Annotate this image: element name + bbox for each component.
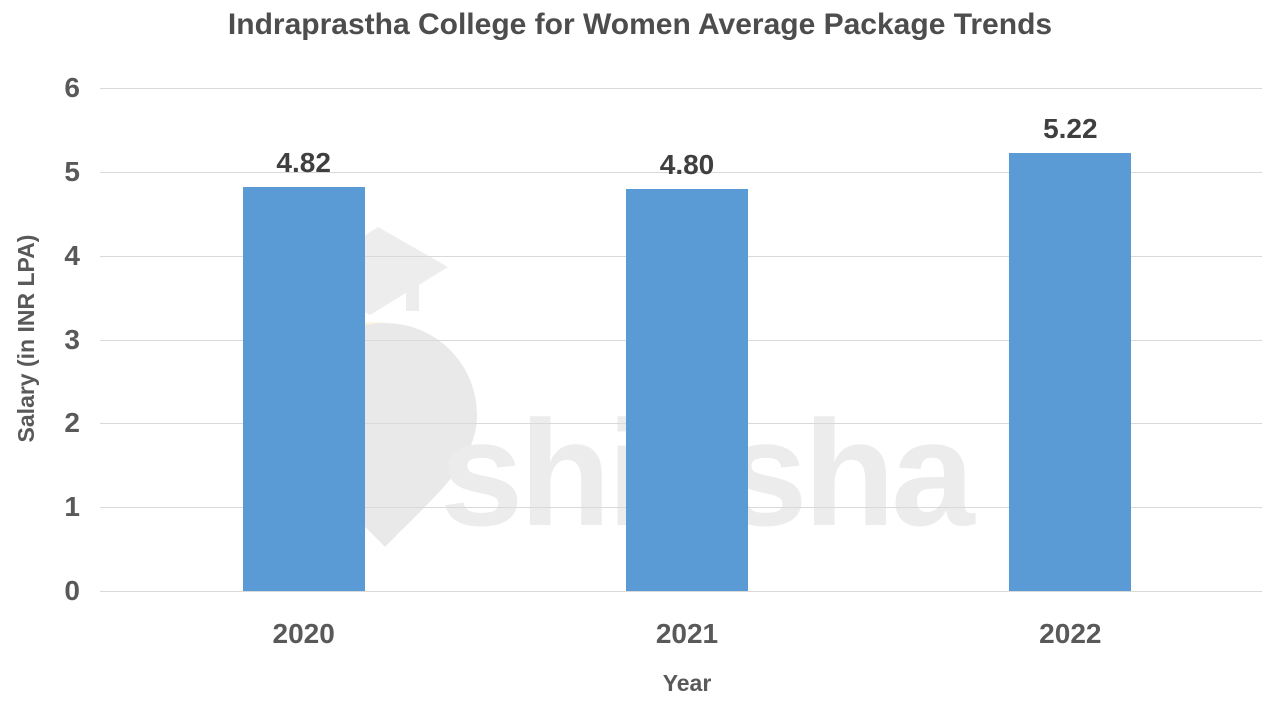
x-tick-label: 2021 — [655, 618, 719, 649]
y-tick-label: 1 — [64, 491, 80, 522]
gridline — [112, 88, 1262, 89]
y-axis-tick — [100, 88, 112, 89]
watermark-tassel — [406, 273, 419, 311]
bar — [242, 186, 365, 591]
x-tick-label: 2020 — [272, 618, 335, 649]
y-tick-label: 3 — [64, 324, 80, 355]
y-tick-label: 2 — [64, 407, 80, 438]
y-axis-tick — [100, 340, 112, 341]
gridline — [112, 591, 1262, 592]
y-tick-label: 0 — [64, 575, 80, 606]
y-tick-label: 5 — [64, 156, 80, 187]
y-axis-tick — [100, 423, 112, 424]
y-axis-tick — [100, 507, 112, 508]
y-axis-tick — [100, 172, 112, 173]
bar-value-label: 4.82 — [276, 146, 331, 178]
x-axis-title: Year — [662, 670, 712, 696]
y-axis-title: Salary (in INR LPA) — [13, 234, 39, 443]
x-tick-label: 2022 — [1039, 618, 1102, 649]
gridline — [112, 172, 1262, 173]
bar — [626, 188, 748, 591]
y-tick-label: 6 — [64, 72, 80, 103]
y-axis-tick — [100, 256, 112, 257]
chart-title: Indraprastha College for Women Average P… — [227, 8, 1053, 41]
bar — [1009, 153, 1132, 591]
y-tick-label: 4 — [64, 240, 80, 271]
bar-value-label: 4.80 — [659, 148, 715, 180]
y-axis-tick — [100, 591, 112, 592]
bar-value-label: 5.22 — [1043, 113, 1098, 145]
